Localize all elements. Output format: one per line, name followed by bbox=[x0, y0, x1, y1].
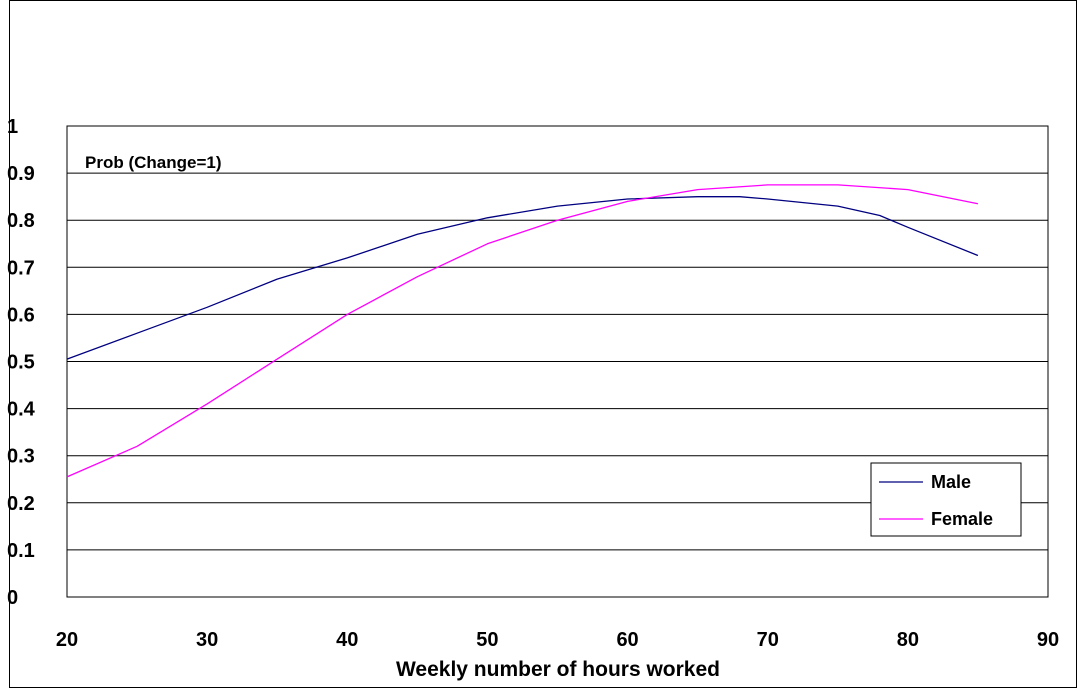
x-tick-label: 60 bbox=[616, 629, 638, 651]
y-tick-label: 0.9 bbox=[7, 163, 35, 185]
y-tick-label: 1 bbox=[7, 116, 18, 138]
x-tick-label: 30 bbox=[196, 629, 218, 651]
x-axis-title: Weekly number of hours worked bbox=[396, 658, 720, 681]
x-tick-label: 80 bbox=[897, 629, 919, 651]
y-tick-label: 0.7 bbox=[7, 257, 35, 279]
legend-label-female: Female bbox=[931, 509, 993, 529]
x-tick-label: 50 bbox=[476, 629, 498, 651]
chart-annotation: Prob (Change=1) bbox=[85, 153, 222, 172]
y-tick-label: 0.2 bbox=[7, 493, 35, 515]
y-tick-label: 0.8 bbox=[7, 210, 35, 232]
chart-frame bbox=[9, 0, 1077, 688]
y-tick-label: 0.4 bbox=[7, 399, 36, 421]
x-tick-label: 20 bbox=[56, 629, 78, 651]
legend-box bbox=[870, 462, 1022, 537]
legend: Male Female bbox=[870, 462, 1022, 537]
plot-area-border bbox=[66, 125, 1049, 598]
y-axis-tick-labels: 0 0.1 0.2 0.3 0.4 0.5 0.6 0.7 0.8 0.9 1 bbox=[7, 116, 36, 609]
y-tick-label: 0.3 bbox=[7, 446, 35, 468]
x-tick-label: 70 bbox=[757, 629, 779, 651]
legend-label-male: Male bbox=[931, 472, 971, 492]
x-tick-label: 40 bbox=[336, 629, 358, 651]
x-tick-label: 90 bbox=[1037, 629, 1059, 651]
series-line-male bbox=[66, 196, 979, 360]
x-axis-tick-labels: 20 30 40 50 60 70 80 90 bbox=[56, 629, 1059, 651]
series-line-female bbox=[66, 184, 979, 478]
series-lines bbox=[66, 184, 979, 478]
y-tick-label: 0.1 bbox=[7, 540, 35, 562]
y-tick-label: 0.5 bbox=[7, 352, 35, 374]
y-tick-label: 0 bbox=[7, 587, 18, 609]
y-tick-label: 0.6 bbox=[7, 304, 35, 326]
